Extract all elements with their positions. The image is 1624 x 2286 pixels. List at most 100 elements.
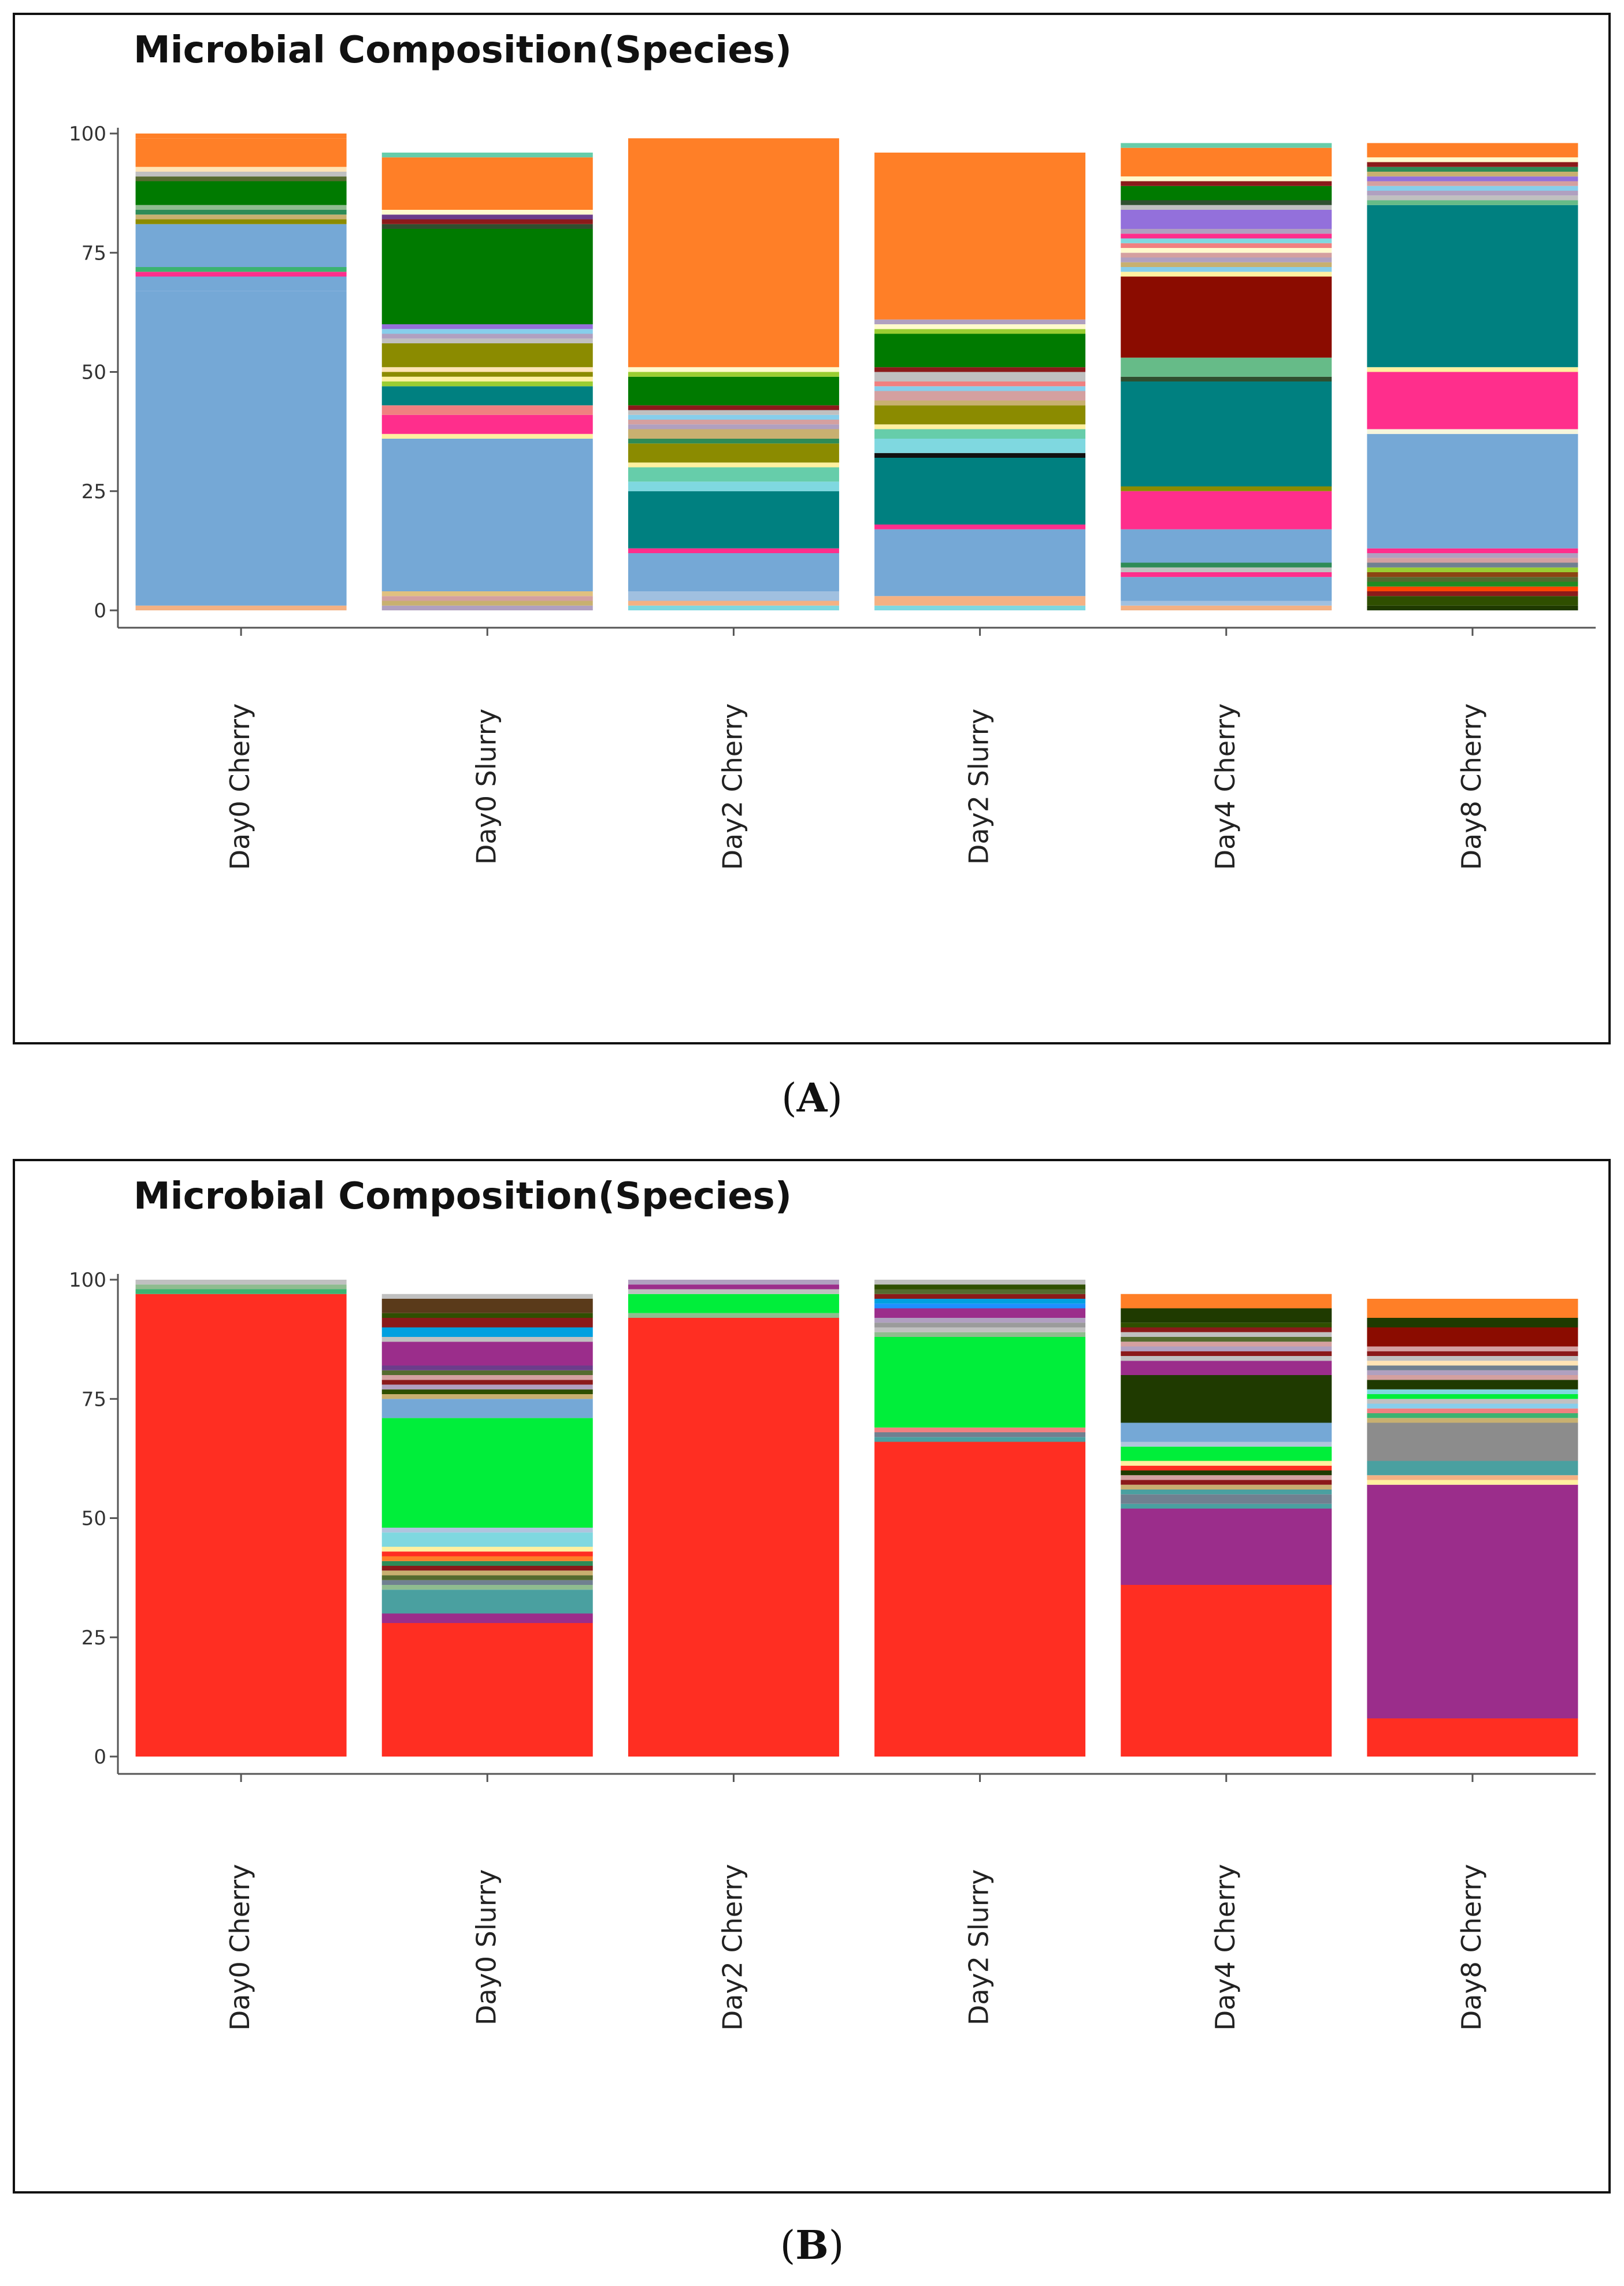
bar-segment [874, 1432, 1086, 1437]
bar-segment [1121, 262, 1332, 267]
bar-segment [1121, 1490, 1332, 1495]
bar-segment [1121, 567, 1332, 572]
bar-segment [1121, 253, 1332, 258]
bar-segment [135, 272, 347, 277]
bar-segment [135, 214, 347, 220]
bar-segment [1367, 1356, 1578, 1361]
bar-segment [874, 329, 1086, 334]
bar-segment [381, 1384, 593, 1390]
bar-segment [381, 1365, 593, 1370]
bar-segment [1367, 143, 1578, 158]
bar-segment [1121, 1327, 1332, 1332]
bar-segment [874, 596, 1086, 606]
bar-segment [135, 176, 347, 181]
y-tick-label: 100 [69, 1269, 106, 1292]
bar-segment [1121, 200, 1332, 205]
bar-segment [381, 1337, 593, 1342]
bar-segment [381, 1399, 593, 1418]
y-tick-label: 25 [81, 480, 106, 503]
x-category-label: Day0 Slurry [470, 1869, 502, 2025]
bar-segment [628, 410, 839, 415]
bar-segment [628, 367, 839, 372]
bar-segment [381, 1299, 593, 1313]
bar-segment [381, 434, 593, 439]
bar-segment [1121, 1442, 1332, 1447]
bar-segment [381, 601, 593, 606]
bar-segment [381, 1313, 593, 1318]
bar-segment [1367, 1365, 1578, 1370]
y-tick-label: 75 [81, 242, 106, 265]
bar-segment [381, 414, 593, 434]
bar-segment [874, 439, 1086, 453]
bar-segment [1121, 1308, 1332, 1323]
bar-segment [1121, 1470, 1332, 1476]
x-category-label: Day8 Cherry [1456, 1864, 1487, 2031]
bar-segment [628, 414, 839, 420]
bar-segment [1121, 229, 1332, 234]
x-category-label: Day2 Slurry [963, 709, 995, 865]
bar-segment [135, 181, 347, 205]
bar-segment [381, 1342, 593, 1366]
x-category-label: Day4 Cherry [1210, 703, 1241, 870]
bar-segment [1121, 243, 1332, 248]
bar-segment [1121, 1446, 1332, 1461]
bar-segment [874, 405, 1086, 425]
bar-segment [628, 138, 839, 368]
chart-title: Microbial Composition(Species) [134, 1175, 792, 1218]
y-tick-label: 50 [81, 1507, 106, 1531]
bar-segment [1121, 601, 1332, 606]
x-category-label: Day4 Cherry [1210, 1864, 1241, 2031]
bar-segment [874, 1327, 1086, 1332]
bar-segment [135, 267, 347, 272]
bar-segment [1121, 357, 1332, 377]
bar-segment [381, 214, 593, 220]
bar-segment [1121, 1346, 1332, 1351]
bar-segment [1121, 1480, 1332, 1485]
bar-segment [1367, 1394, 1578, 1399]
chart-title: Microbial Composition(Species) [134, 29, 792, 72]
bar-segment [1367, 572, 1578, 577]
bar-segment [628, 405, 839, 410]
y-tick-label: 0 [94, 1746, 106, 1769]
bar-segment [381, 1551, 593, 1557]
bar-segment [628, 1294, 839, 1313]
bar-segment [1367, 195, 1578, 201]
bar-segment [628, 601, 839, 606]
bar-segment [381, 367, 593, 372]
bar-segment [874, 1280, 1086, 1285]
bar-segment [1367, 1327, 1578, 1347]
chart-panel-a: Microbial Composition(Species) 0 25 50 75 10… [13, 13, 1611, 1044]
bar-segment [1121, 1375, 1332, 1423]
bar-segment [381, 1590, 593, 1614]
bar-segment [381, 329, 593, 334]
bar-segment [381, 210, 593, 215]
bar-segment [874, 1308, 1086, 1318]
bar-segment [874, 153, 1086, 320]
bar-segment [381, 596, 593, 601]
bar-segment [1367, 1484, 1578, 1718]
bar-segment [1121, 234, 1332, 239]
bar-segment [1367, 205, 1578, 368]
bar-segment [381, 1547, 593, 1552]
bar-segment [1367, 1461, 1578, 1476]
bar-segment [1367, 558, 1578, 563]
bar-segment [1367, 581, 1578, 587]
bar-segment [1121, 1461, 1332, 1466]
bar-segment [1367, 1375, 1578, 1380]
bar-segment [381, 1394, 593, 1399]
x-category-label: Day0 Slurry [470, 709, 502, 865]
bar-segment [628, 605, 839, 610]
bar-segment [1121, 1475, 1332, 1480]
bar-segment [135, 134, 347, 139]
bar-segment [381, 1570, 593, 1576]
bar-segment [381, 224, 593, 229]
bar-segment [1367, 1399, 1578, 1404]
bar-segment [874, 1303, 1086, 1309]
bar-segment [1121, 1503, 1332, 1509]
bar-segment [874, 1299, 1086, 1304]
bar-segment [1121, 186, 1332, 201]
bar-segment [135, 1280, 347, 1285]
bar-segment [1367, 586, 1578, 591]
bar-segment [381, 1556, 593, 1561]
bar-segment [381, 1380, 593, 1385]
